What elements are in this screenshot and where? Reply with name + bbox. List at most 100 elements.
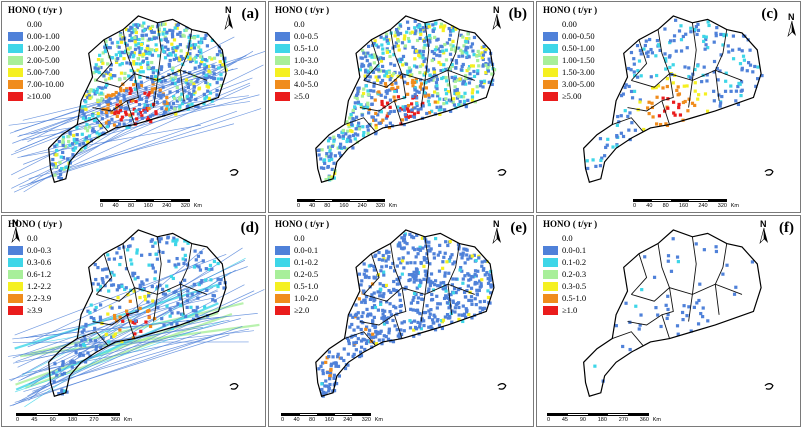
emission-cell (687, 66, 691, 70)
emission-cell (689, 30, 693, 34)
emission-cell (450, 47, 454, 51)
prefecture-border (126, 287, 139, 316)
emission-cell (737, 47, 741, 51)
emission-cell (626, 66, 631, 71)
emission-cell (104, 107, 108, 111)
emission-cell (642, 127, 646, 132)
emission-cell (435, 38, 439, 42)
emission-cell (443, 274, 447, 278)
emission-cell (413, 88, 417, 92)
emission-cell (373, 39, 377, 43)
emission-cell (427, 277, 431, 281)
emission-cell (192, 282, 196, 286)
prefecture-border (96, 253, 113, 295)
emission-cell (477, 256, 481, 260)
emission-cell (195, 80, 199, 84)
emission-cell (422, 73, 426, 77)
emission-cell (459, 252, 463, 256)
emission-cell (636, 75, 640, 79)
emission-cell (439, 69, 443, 73)
emission-cell (444, 92, 449, 96)
emission-cell (417, 53, 421, 58)
emission-cell (107, 340, 111, 344)
emission-cell (334, 364, 338, 368)
emission-cell (93, 339, 98, 343)
emission-cell (351, 315, 355, 319)
emission-cell (380, 43, 384, 47)
emission-cell (159, 67, 163, 71)
emission-cell (364, 70, 368, 74)
emission-cell (629, 68, 633, 72)
legend-label: ≥1.0 (562, 304, 578, 315)
emission-cell (366, 128, 370, 132)
emission-cell (369, 89, 373, 93)
emission-cell (354, 115, 359, 119)
emission-cell (486, 66, 490, 70)
emission-cell (448, 33, 453, 37)
emission-cell (194, 309, 198, 313)
emission-cell (177, 56, 181, 60)
emission-cell (100, 58, 104, 62)
emission-cell (419, 78, 423, 82)
emission-cell (381, 56, 385, 61)
emission-cell (736, 84, 740, 89)
emission-cell (136, 82, 140, 86)
emission-cell (428, 249, 432, 253)
emission-cell (127, 38, 132, 43)
emission-cell (359, 354, 364, 358)
legend-item: 0.00 (8, 18, 64, 30)
emission-cell (53, 164, 58, 169)
emission-cell (477, 254, 481, 258)
emission-cell (138, 53, 142, 57)
emission-cell (116, 97, 120, 101)
emission-cell (410, 109, 414, 114)
emission-cell (372, 118, 376, 123)
emission-cell (675, 88, 679, 93)
emission-cell (397, 257, 401, 261)
legend-label: 1.50-3.00 (562, 66, 595, 77)
emission-cell (179, 304, 183, 308)
legend-label: 0.3-0.5 (562, 280, 587, 291)
emission-cell (192, 36, 197, 40)
emission-cell (421, 26, 425, 30)
emission-cell (466, 272, 470, 276)
emission-cell (425, 260, 429, 265)
emission-cell (376, 45, 380, 49)
legend-swatch (8, 67, 23, 77)
emission-cell (438, 250, 442, 254)
emission-cell (418, 36, 422, 40)
emission-cell (327, 155, 331, 159)
emission-cell (173, 107, 177, 111)
emission-cell (183, 253, 187, 258)
emission-cell (436, 47, 440, 51)
emission-cell (706, 46, 710, 50)
emission-cell (353, 137, 357, 141)
emission-cell (406, 69, 410, 73)
emission-cell (433, 35, 437, 39)
emission-cell (174, 242, 178, 247)
emission-cell (369, 66, 373, 70)
emission-cell (193, 249, 197, 253)
emission-cell (433, 279, 438, 283)
emission-cell (107, 289, 111, 293)
emission-cell (74, 343, 78, 347)
emission-cell (95, 87, 99, 91)
emission-cell (327, 355, 331, 359)
emission-cell (58, 160, 62, 164)
emission-cell (365, 125, 369, 129)
emission-cell (147, 309, 151, 313)
emission-cell (460, 256, 464, 260)
emission-cell (167, 64, 172, 68)
emission-cell (99, 91, 103, 95)
emission-cell (410, 234, 414, 238)
emission-cell (330, 144, 334, 148)
emission-cell (396, 334, 400, 338)
emission-cell (739, 93, 743, 98)
emission-cell (401, 239, 406, 243)
emission-cell (632, 62, 636, 66)
emission-cell (415, 49, 419, 53)
emission-cell (455, 92, 459, 96)
emission-cell (110, 56, 115, 60)
emission-cell (152, 30, 156, 34)
emission-cell (437, 323, 442, 327)
